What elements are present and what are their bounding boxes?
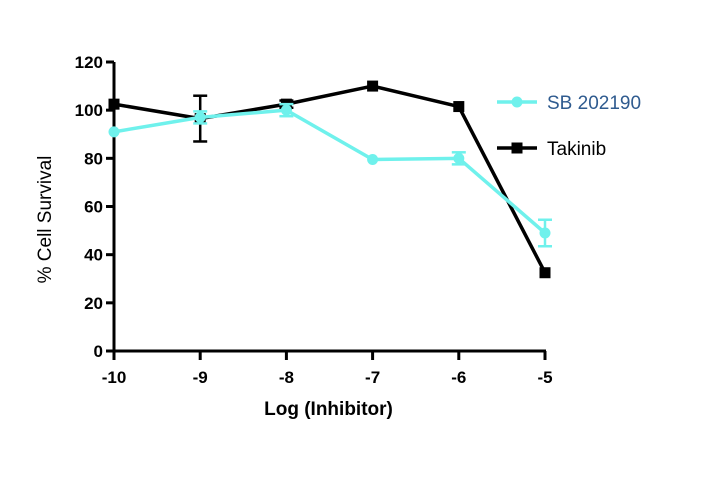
y-axis-label: % Cell Survival <box>35 156 56 284</box>
y-axis-ticks: 0 20 40 60 80 100 120 <box>75 53 114 361</box>
y-tick-label: 60 <box>84 198 103 217</box>
data-point <box>367 154 379 166</box>
legend-item: Takinib <box>497 139 606 160</box>
data-point <box>539 267 551 279</box>
x-axis-label: Log (Inhibitor) <box>264 399 393 420</box>
y-tick-label: 20 <box>84 294 103 313</box>
y-tick-label: 80 <box>84 149 103 168</box>
x-tick-label: -10 <box>102 368 127 387</box>
series-layer <box>108 80 552 279</box>
data-point <box>108 126 120 138</box>
data-point <box>108 98 120 110</box>
data-point <box>194 111 206 123</box>
chart-axes: 0 20 40 60 80 100 120 -10 -9 -8 -7 -6 -5 <box>75 53 553 387</box>
x-tick-label: -5 <box>537 368 552 387</box>
series-line <box>113 108 547 235</box>
y-tick-label: 0 <box>94 342 103 361</box>
x-tick-label: -6 <box>451 368 466 387</box>
legend-marker <box>511 142 523 154</box>
legend: SB 202190 Takinib <box>497 93 641 160</box>
y-tick-label: 100 <box>75 101 103 120</box>
data-point <box>453 152 465 164</box>
x-axis-ticks: -10 -9 -8 -7 -6 -5 <box>102 351 553 387</box>
legend-marker <box>511 96 523 108</box>
data-point <box>453 101 465 113</box>
data-point <box>539 227 551 239</box>
x-tick-label: -8 <box>279 368 294 387</box>
data-point <box>280 104 292 116</box>
series-sb-202190 <box>108 102 552 248</box>
x-tick-label: -9 <box>193 368 208 387</box>
y-tick-label: 40 <box>84 246 103 265</box>
x-tick-label: -7 <box>365 368 380 387</box>
data-point <box>367 80 379 92</box>
legend-label: Takinib <box>547 139 606 160</box>
legend-label: SB 202190 <box>547 93 641 114</box>
series-line <box>113 84 547 274</box>
legend-item: SB 202190 <box>497 93 641 114</box>
y-tick-label: 120 <box>75 53 103 72</box>
